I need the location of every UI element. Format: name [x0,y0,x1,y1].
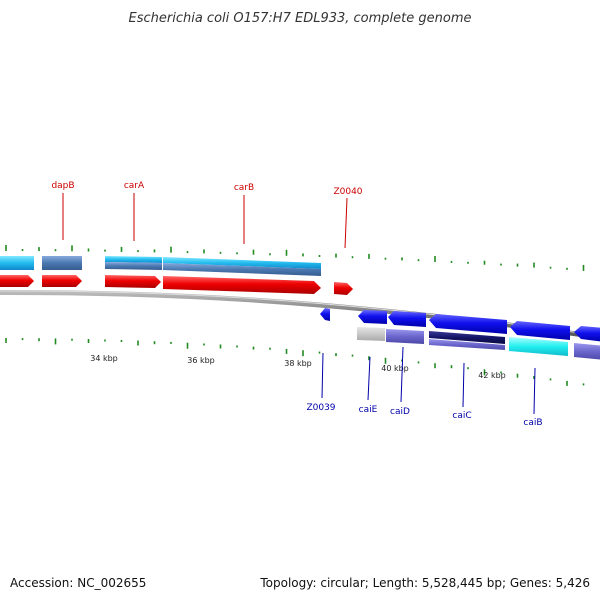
gene-arrow-Z0039 [320,308,330,321]
gene-label-dapB: dapB [51,181,74,191]
gc-content-ticks-bottom [5,338,585,386]
gene-arrow-carB [163,276,321,294]
label-leader-line [400,346,404,403]
feature-block-carB-steel [163,263,321,276]
gene-label-Z0040: Z0040 [333,187,362,197]
feature-block-caiD-purple [386,329,424,344]
feature-block-cyan [0,256,34,270]
position-label: 42 kbp [478,371,506,380]
gene-arrow-carA [105,275,161,288]
topology-text: Topology: circular; Length: 5,528,445 bp… [260,576,590,590]
feature-block-caiB-cyan [509,337,568,356]
gene-arrow-caiC [429,314,507,334]
reverse-gene-labels: Z0039 caiE caiD caiC caiB [306,346,543,428]
accession-text: Accession: NC_002655 [10,576,147,590]
forward-feature-track-outer [0,256,321,276]
forward-gene-track [0,275,353,295]
gene-arrow-reverse-right [574,326,600,342]
position-label: 34 kbp [90,354,118,363]
genome-backbone [0,289,600,340]
gene-arrow-caiE [358,310,387,324]
feature-block-carB-cyan [163,257,321,269]
gene-label-caiE: caiE [359,405,378,415]
label-leader-line [321,352,324,399]
gene-arrow-caiD [388,311,426,327]
label-leader-line [344,197,348,249]
feature-block-caiE-grey [357,327,385,341]
feature-block-caiC-purple [429,339,505,350]
position-label: 38 kbp [284,359,312,368]
label-leader-line [367,356,371,401]
position-label: 36 kbp [187,356,215,365]
gene-arrow-Z0040 [334,282,353,295]
label-leader-line [462,362,465,408]
feature-block-carA-steel [105,262,162,270]
gc-content-ticks-top [5,245,585,271]
gene-arrow-caiB [510,321,570,340]
feature-block-right-purple [574,343,600,360]
reverse-gene-track [320,308,600,342]
forward-gene-labels: dapB carA carB Z0040 [51,181,363,249]
gene-label-caiB: caiB [523,418,542,428]
label-leader-line [533,367,536,415]
map-title: Escherichia coli O157:H7 EDL933, complet… [129,11,472,26]
feature-block-carA-cyan [105,256,162,263]
gene-label-Z0039: Z0039 [306,403,335,413]
gene-label-carB: carB [234,183,254,193]
gene-label-caiD: caiD [390,407,410,417]
position-label: 40 kbp [381,364,409,373]
position-scale: 34 kbp 36 kbp 38 kbp 40 kbp 42 kbp [90,354,506,380]
reverse-feature-track [357,327,600,360]
gene-arrow-forward-left [0,275,34,287]
feature-block-caiC-navy [429,331,505,344]
gene-arrow-dapB [42,275,82,287]
gene-label-carA: carA [124,181,145,191]
gene-label-caiC: caiC [452,411,471,421]
feature-block-steel [42,256,82,270]
